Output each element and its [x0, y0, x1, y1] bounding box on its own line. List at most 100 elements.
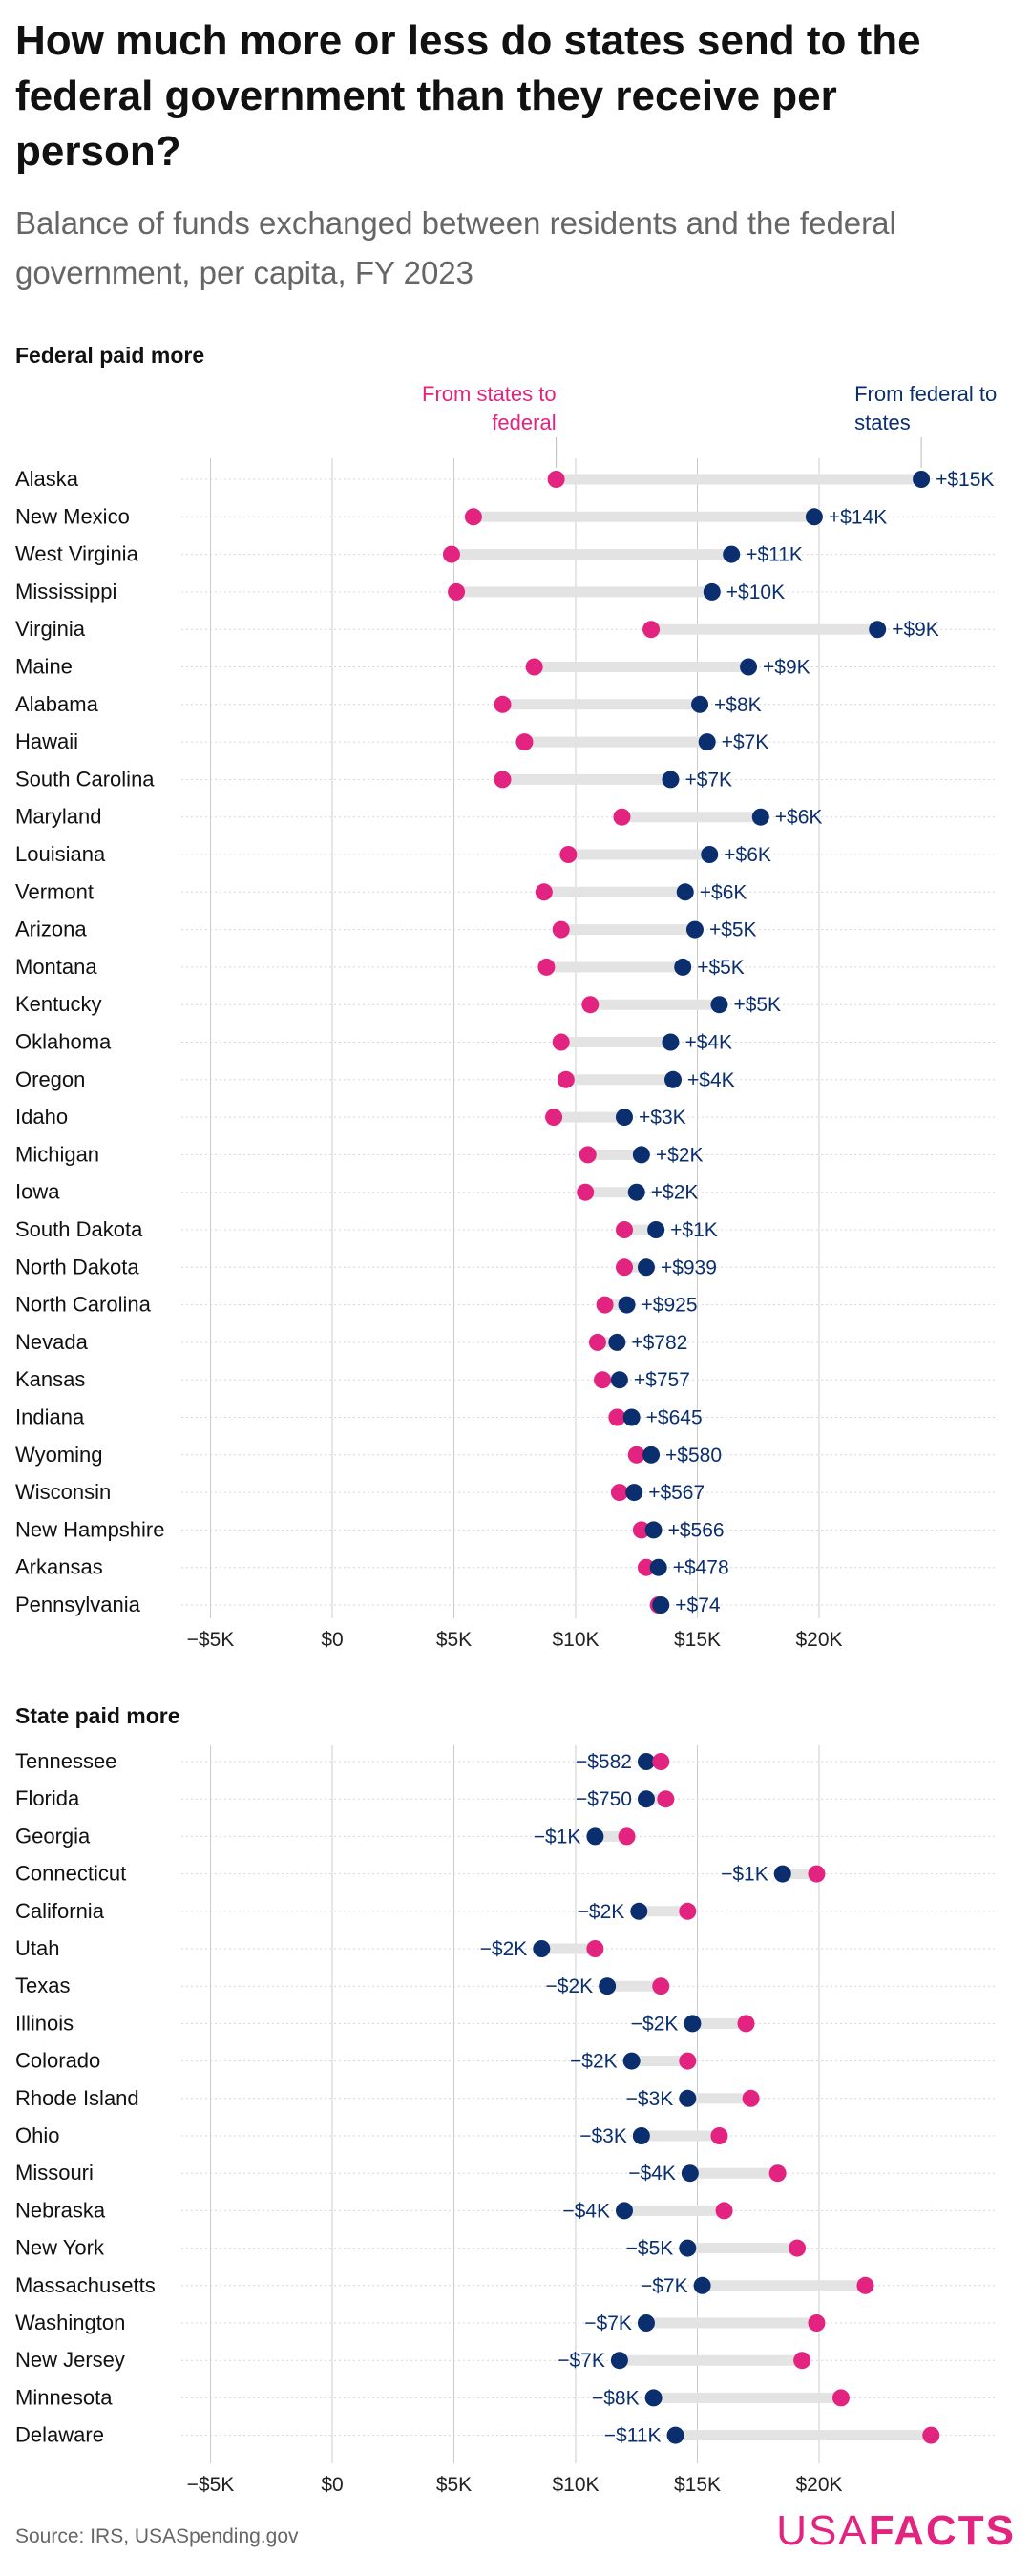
dot-state-kansas: [594, 1371, 612, 1389]
dot-federal-louisiana: [701, 846, 719, 863]
state-more-x-tick-label: −$5K: [187, 2474, 235, 2496]
dot-state-rhode-island: [742, 2089, 760, 2107]
value-label-west-virginia: +$11K: [746, 544, 803, 566]
dot-state-delaware: [922, 2426, 940, 2444]
value-label-south-dakota: +$1K: [670, 1219, 718, 1241]
state-label-south-carolina: South Carolina: [15, 767, 155, 791]
dot-state-arizona: [552, 920, 570, 939]
state-label-nevada: Nevada: [15, 1330, 89, 1354]
dot-state-illinois: [737, 2015, 755, 2033]
value-label-south-carolina: +$7K: [684, 769, 732, 791]
dot-federal-new-mexico: [805, 508, 823, 526]
state-label-colorado: Colorado: [15, 2049, 100, 2073]
state-more-x-tick-label: $0: [321, 2474, 343, 2496]
value-label-mississippi: +$10K: [726, 581, 785, 603]
dot-federal-nebraska: [616, 2202, 633, 2220]
state-label-new-hampshire: New Hampshire: [15, 1517, 165, 1541]
state-label-south-dakota: South Dakota: [15, 1217, 143, 1241]
state-label-oregon: Oregon: [15, 1067, 85, 1091]
state-label-massachusetts: Massachusetts: [15, 2273, 156, 2297]
value-label-alaska: +$15K: [936, 469, 994, 491]
state-label-idaho: Idaho: [15, 1105, 68, 1129]
value-label-nebraska: −$4K: [562, 2200, 610, 2222]
value-label-montana: +$5K: [697, 957, 745, 979]
dot-state-vermont: [535, 883, 553, 901]
federal-more-x-tick-label: $15K: [674, 1629, 721, 1651]
value-label-arizona: +$5K: [709, 919, 757, 941]
dot-federal-colorado: [622, 2052, 641, 2070]
dot-state-virginia: [642, 621, 661, 639]
value-label-indiana: +$645: [646, 1407, 703, 1429]
dot-federal-new-york: [679, 2239, 697, 2257]
state-label-delaware: Delaware: [15, 2423, 104, 2447]
dot-state-maine: [525, 658, 543, 676]
dot-federal-minnesota: [644, 2389, 663, 2407]
state-label-michigan: Michigan: [15, 1142, 99, 1166]
dot-federal-arizona: [685, 920, 704, 939]
value-label-texas: −$2K: [546, 1975, 594, 1997]
dot-state-north-carolina: [596, 1296, 614, 1314]
dot-federal-mississippi: [703, 582, 721, 601]
dot-federal-massachusetts: [693, 2276, 711, 2294]
dot-federal-tennessee: [637, 1753, 655, 1770]
value-label-virginia: +$9K: [892, 619, 939, 641]
dot-federal-south-dakota: [647, 1221, 665, 1238]
dot-state-alaska: [547, 471, 565, 488]
state-label-montana: Montana: [15, 955, 97, 979]
dot-state-nevada: [588, 1333, 606, 1351]
value-label-new-mexico: +$14K: [829, 506, 887, 528]
state-label-connecticut: Connecticut: [15, 1862, 126, 1886]
dot-federal-north-dakota: [637, 1258, 655, 1277]
dot-state-wyoming: [627, 1446, 645, 1464]
dot-state-massachusetts: [856, 2276, 874, 2294]
legend-state-to-federal: federal: [492, 411, 556, 434]
value-label-hawaii: +$7K: [722, 731, 769, 753]
logo-part-facts: FACTS: [868, 2507, 1016, 2554]
value-label-colorado: −$2K: [570, 2051, 618, 2073]
value-label-north-carolina: +$925: [642, 1295, 698, 1317]
federal-more-x-tick-label: $20K: [795, 1629, 842, 1651]
state-label-utah: Utah: [15, 1936, 59, 1960]
federal-more-group-title: Federal paid more: [15, 343, 204, 368]
dot-state-connecticut: [808, 1865, 826, 1883]
state-label-texas: Texas: [15, 1974, 70, 1997]
dot-state-south-dakota: [616, 1221, 633, 1238]
state-label-washington: Washington: [15, 2311, 125, 2334]
value-label-rhode-island: −$3K: [626, 2088, 674, 2110]
dot-federal-north-carolina: [618, 1296, 636, 1314]
state-label-vermont: Vermont: [15, 879, 94, 903]
state-label-alaska: Alaska: [15, 467, 79, 491]
dot-federal-idaho: [616, 1109, 633, 1127]
state-label-rhode-island: Rhode Island: [15, 2086, 139, 2110]
dot-state-michigan: [579, 1146, 597, 1164]
value-label-arkansas: +$478: [673, 1557, 729, 1579]
state-label-new-mexico: New Mexico: [15, 504, 130, 528]
dot-federal-alaska: [913, 471, 931, 488]
dot-federal-oklahoma: [662, 1033, 680, 1051]
dot-federal-oregon: [664, 1070, 682, 1088]
dot-state-minnesota: [831, 2389, 850, 2407]
state-label-arkansas: Arkansas: [15, 1555, 103, 1579]
value-label-michigan: +$2K: [656, 1144, 704, 1166]
dot-federal-new-jersey: [610, 2352, 628, 2370]
dot-state-oklahoma: [552, 1033, 570, 1051]
value-label-massachusetts: −$7K: [641, 2275, 688, 2297]
state-label-wisconsin: Wisconsin: [15, 1480, 111, 1504]
dot-state-kentucky: [581, 996, 600, 1014]
value-label-utah: −$2K: [480, 1938, 528, 1960]
value-label-maine: +$9K: [763, 657, 810, 679]
value-label-delaware: −$11K: [604, 2425, 662, 2447]
dot-federal-south-carolina: [662, 771, 680, 789]
dot-federal-kansas: [610, 1371, 628, 1389]
state-more-x-tick-label: $20K: [795, 2474, 842, 2496]
state-label-arizona: Arizona: [15, 918, 87, 941]
value-label-illinois: −$2K: [631, 2013, 679, 2035]
dot-federal-arkansas: [649, 1558, 667, 1576]
federal-more-x-tick-label: $10K: [552, 1629, 599, 1651]
dot-federal-georgia: [586, 1827, 604, 1846]
value-label-idaho: +$3K: [639, 1107, 686, 1129]
dot-federal-illinois: [684, 2015, 702, 2033]
state-label-iowa: Iowa: [15, 1180, 60, 1204]
dot-federal-ohio: [632, 2127, 650, 2144]
